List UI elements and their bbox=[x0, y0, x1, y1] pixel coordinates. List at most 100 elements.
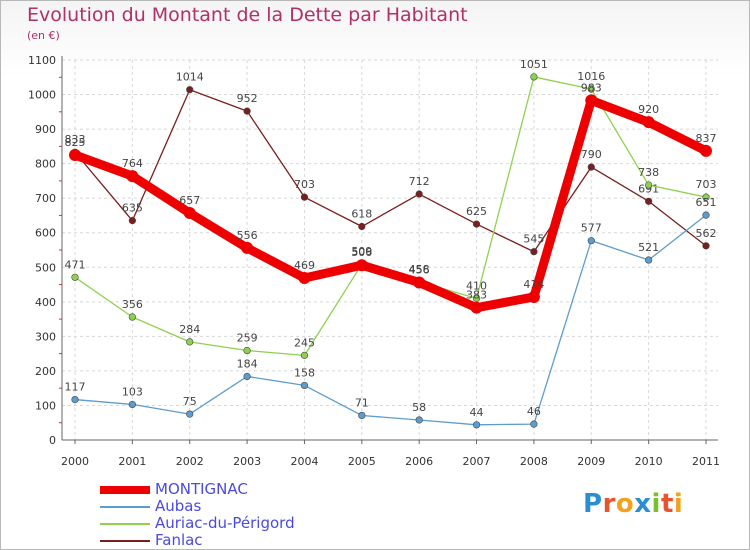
y-tick-label: 0 bbox=[49, 434, 56, 447]
series-line-auriac-du-p-rigord bbox=[74, 76, 707, 357]
data-label: 184 bbox=[237, 357, 258, 370]
data-point bbox=[358, 222, 366, 231]
legend-swatch bbox=[100, 540, 150, 542]
x-tick-label: 2005 bbox=[348, 455, 376, 468]
logo-letter: r bbox=[602, 489, 616, 519]
data-label: 44 bbox=[470, 406, 484, 419]
legend-item: Fanlac bbox=[100, 531, 360, 550]
legend-item: Auriac-du-Périgord bbox=[100, 514, 360, 533]
data-label: 414 bbox=[523, 278, 544, 291]
data-point bbox=[587, 163, 595, 171]
legend-label: Auriac-du-Périgord bbox=[155, 514, 295, 532]
data-label: 456 bbox=[409, 263, 430, 276]
data-label: 556 bbox=[237, 229, 258, 242]
data-point bbox=[472, 294, 481, 302]
data-label: 75 bbox=[183, 395, 197, 408]
legend-label: MONTIGNAC bbox=[155, 480, 248, 498]
data-point bbox=[69, 149, 81, 161]
proxiti-logo: Proxiti bbox=[583, 489, 683, 519]
data-label: 284 bbox=[179, 323, 200, 336]
data-point bbox=[645, 181, 653, 189]
data-label: 712 bbox=[409, 175, 430, 188]
data-point bbox=[243, 107, 251, 115]
x-tick-label: 2000 bbox=[61, 455, 89, 468]
data-point bbox=[415, 190, 423, 198]
data-label: 618 bbox=[351, 208, 372, 221]
data-point bbox=[243, 346, 251, 355]
legend-swatch bbox=[100, 506, 150, 508]
y-tick-label: 500 bbox=[35, 261, 56, 274]
x-tick-label: 2010 bbox=[635, 455, 663, 468]
data-point bbox=[702, 193, 710, 201]
x-tick-label: 2002 bbox=[176, 455, 204, 468]
x-tick-label: 2011 bbox=[692, 455, 720, 468]
y-tick-label: 900 bbox=[35, 123, 56, 136]
legend-label: Aubas bbox=[155, 497, 202, 515]
data-point bbox=[587, 85, 595, 93]
data-point bbox=[186, 86, 194, 94]
x-tick-label: 2008 bbox=[520, 455, 548, 468]
data-label: 545 bbox=[523, 233, 544, 246]
chart-subtitle: (en €) bbox=[27, 29, 60, 42]
data-point bbox=[128, 313, 136, 321]
data-point bbox=[587, 237, 595, 245]
data-point bbox=[355, 259, 368, 272]
data-label: 259 bbox=[237, 332, 258, 345]
legend-item: MONTIGNAC bbox=[100, 480, 360, 499]
data-label: 837 bbox=[696, 132, 717, 145]
data-label: 117 bbox=[65, 381, 86, 394]
x-tick-label: 2006 bbox=[405, 455, 433, 468]
data-label: 245 bbox=[294, 336, 315, 349]
data-point bbox=[186, 338, 194, 346]
x-tick-label: 2007 bbox=[463, 455, 491, 468]
data-label: 58 bbox=[412, 401, 426, 414]
data-point bbox=[585, 94, 598, 107]
data-point bbox=[413, 276, 426, 289]
data-label: 46 bbox=[527, 405, 541, 418]
data-point bbox=[300, 351, 309, 359]
data-label: 1016 bbox=[577, 70, 605, 83]
data-label: 764 bbox=[122, 157, 143, 170]
data-label: 577 bbox=[581, 222, 602, 235]
data-point bbox=[702, 211, 710, 219]
logo-letter: x bbox=[634, 489, 652, 519]
y-tick-label: 400 bbox=[35, 296, 56, 309]
data-label: 703 bbox=[294, 178, 315, 191]
data-point bbox=[530, 248, 538, 256]
data-label: 158 bbox=[294, 366, 315, 379]
data-point bbox=[300, 381, 309, 390]
legend-swatch bbox=[100, 523, 150, 525]
data-label: 562 bbox=[696, 227, 717, 240]
data-label: 833 bbox=[65, 133, 86, 146]
data-label: 920 bbox=[638, 103, 659, 116]
legend: MONTIGNAC Aubas Auriac-du-Périgord Fanlac bbox=[100, 480, 360, 550]
data-label: 506 bbox=[351, 246, 372, 259]
data-point bbox=[128, 217, 136, 225]
data-point bbox=[700, 144, 712, 157]
y-tick-label: 800 bbox=[35, 158, 56, 171]
data-label: 521 bbox=[638, 241, 659, 254]
legend-swatch bbox=[100, 486, 150, 494]
data-point bbox=[527, 290, 540, 303]
data-point bbox=[300, 193, 309, 201]
data-label: 356 bbox=[122, 298, 143, 311]
logo-letter: t bbox=[660, 489, 674, 519]
data-point bbox=[645, 256, 653, 264]
data-point bbox=[241, 241, 254, 254]
data-label: 469 bbox=[294, 259, 315, 272]
data-point bbox=[126, 170, 139, 183]
data-point bbox=[71, 273, 79, 281]
chart-title: Evolution du Montant de la Dette par Hab… bbox=[27, 4, 468, 26]
data-label: 71 bbox=[355, 396, 369, 409]
data-point bbox=[702, 242, 710, 250]
y-tick-label: 200 bbox=[35, 365, 56, 378]
x-tick-label: 2003 bbox=[233, 455, 261, 468]
y-tick-label: 600 bbox=[35, 227, 56, 240]
logo-letter: P bbox=[583, 489, 603, 519]
data-point bbox=[530, 73, 538, 81]
legend-item: Aubas bbox=[100, 497, 360, 516]
data-point bbox=[472, 220, 481, 228]
y-tick-label: 300 bbox=[35, 330, 56, 343]
